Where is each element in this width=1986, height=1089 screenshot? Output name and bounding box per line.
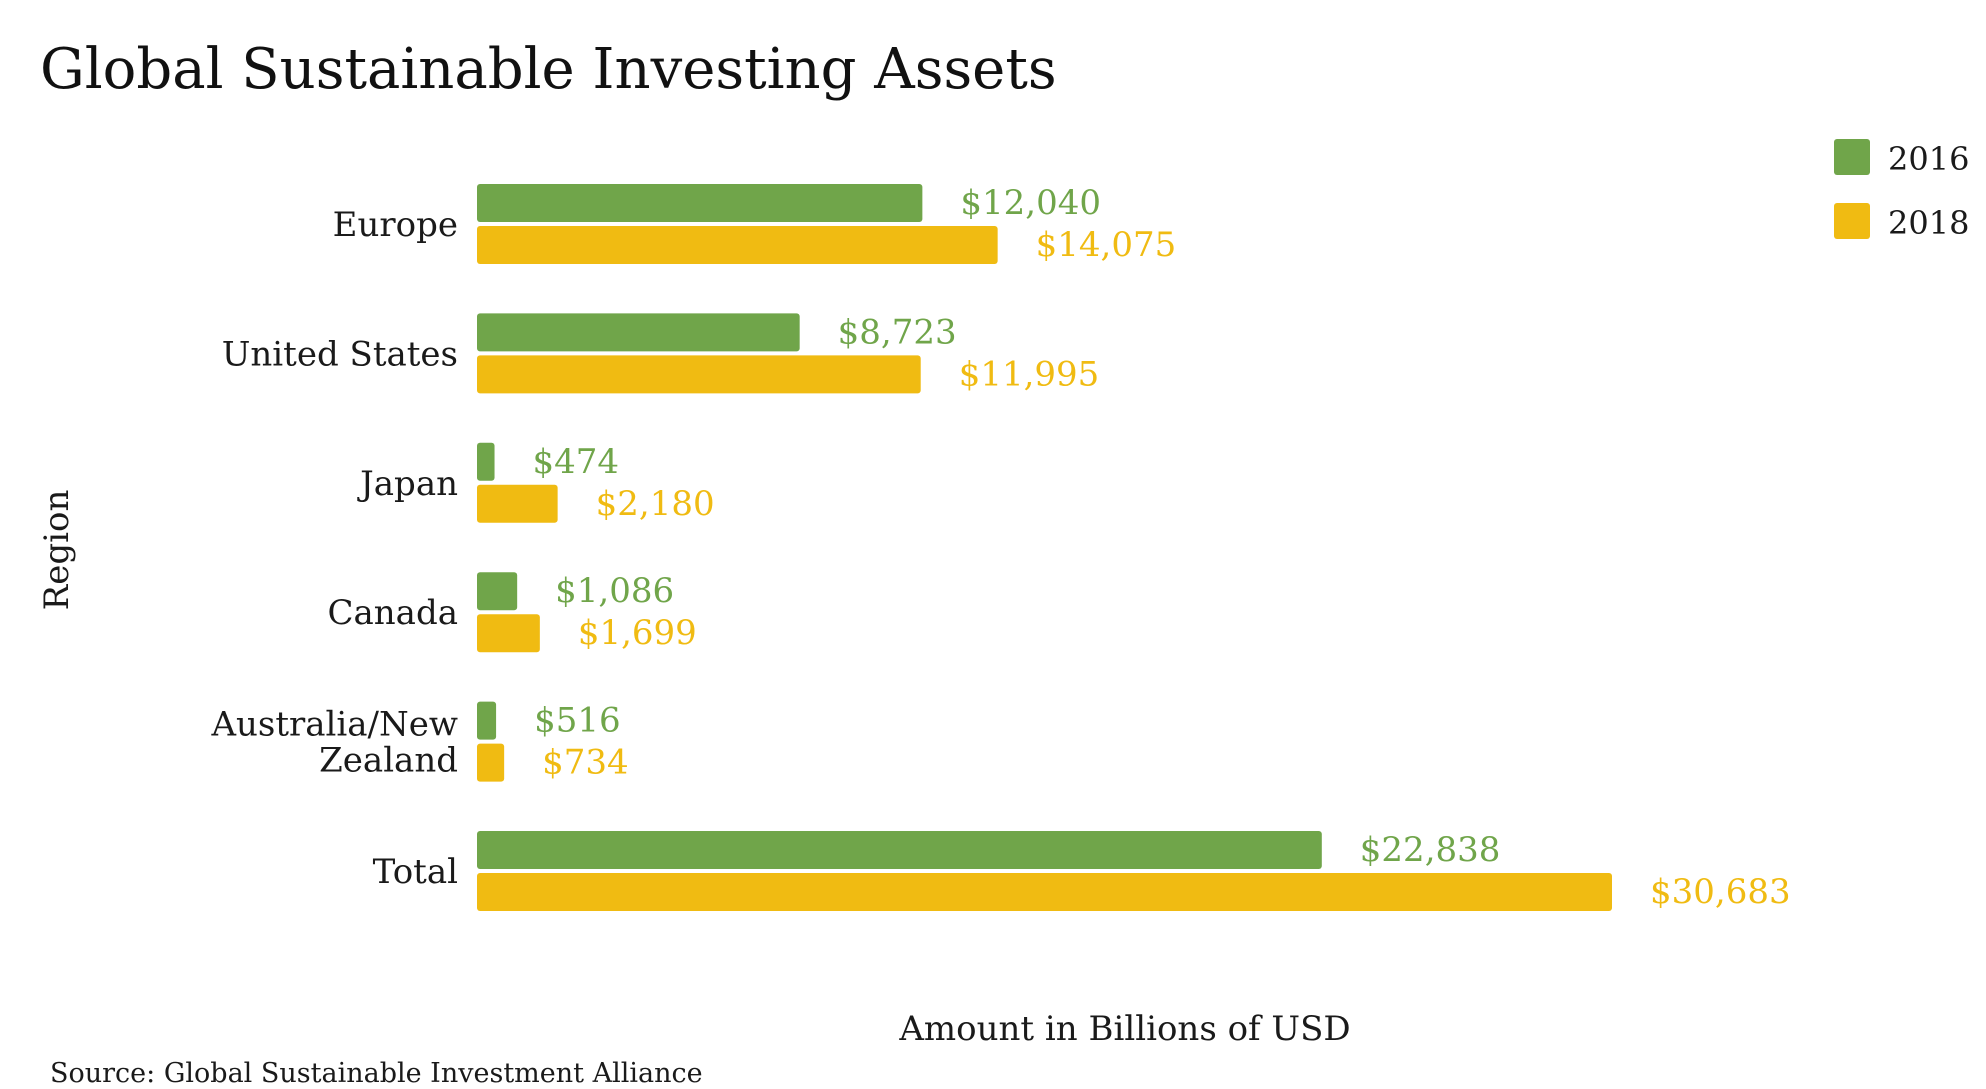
bar-canada-2018: [477, 614, 540, 653]
value-label-united-states-2018: $11,995: [959, 354, 1100, 394]
bars: [477, 184, 1612, 911]
bar-europe-2016: [477, 184, 923, 222]
x-axis-label: Amount in Billions of USD: [898, 1009, 1350, 1049]
bar-united-states-2018: [477, 355, 921, 394]
value-label-australia-new-zealand-2016: $516: [534, 701, 621, 741]
bar-total-2016: [477, 831, 1322, 869]
legend-label-2016: 2016: [1888, 140, 1969, 178]
category-labels: Europe United States Japan Canada Australia/…: [210, 205, 458, 892]
legend-swatch-2018: [1834, 203, 1870, 239]
legend-label-2018: 2018: [1888, 204, 1969, 242]
category-label-australia-new-zealand: Australia/New Zealand: [210, 705, 458, 781]
bar-australia-new-zealand-2018: [477, 743, 505, 782]
bar-total-2018: [477, 873, 1612, 911]
value-label-canada-2016: $1,086: [555, 571, 674, 611]
value-label-japan-2016: $474: [533, 442, 620, 482]
category-label-united-states: United States: [222, 334, 458, 374]
value-label-total-2016: $22,838: [1360, 830, 1501, 870]
category-label-europe: Europe: [333, 205, 458, 245]
value-label-australia-new-zealand-2018: $734: [542, 743, 629, 783]
source-note: Source: Global Sustainable Investment Al…: [50, 1058, 703, 1089]
value-label-united-states-2016: $8,723: [838, 312, 957, 352]
y-axis-label: Region: [37, 490, 77, 611]
bar-australia-new-zealand-2016: [477, 701, 497, 740]
value-labels: $12,040$14,075 $8,723$11,995 $474$2,180 $1,…: [533, 183, 1791, 912]
value-label-japan-2018: $2,180: [596, 484, 715, 524]
bar-united-states-2016: [477, 313, 800, 352]
category-label-canada: Canada: [328, 593, 459, 633]
value-label-total-2018: $30,683: [1650, 872, 1791, 912]
bar-canada-2016: [477, 572, 518, 611]
bar-japan-2016: [477, 442, 495, 481]
legend-swatch-2016: [1834, 139, 1870, 175]
category-label-japan: Japan: [357, 464, 458, 504]
bar-europe-2018: [477, 226, 998, 264]
legend: 2016 2018: [1834, 139, 1969, 242]
value-label-europe-2018: $14,075: [1036, 225, 1177, 265]
category-label-total: Total: [373, 852, 458, 892]
value-label-canada-2018: $1,699: [578, 613, 697, 653]
chart-title: Global Sustainable Investing Assets: [40, 37, 1057, 102]
bar-japan-2018: [477, 484, 558, 523]
value-label-europe-2016: $12,040: [960, 183, 1101, 223]
